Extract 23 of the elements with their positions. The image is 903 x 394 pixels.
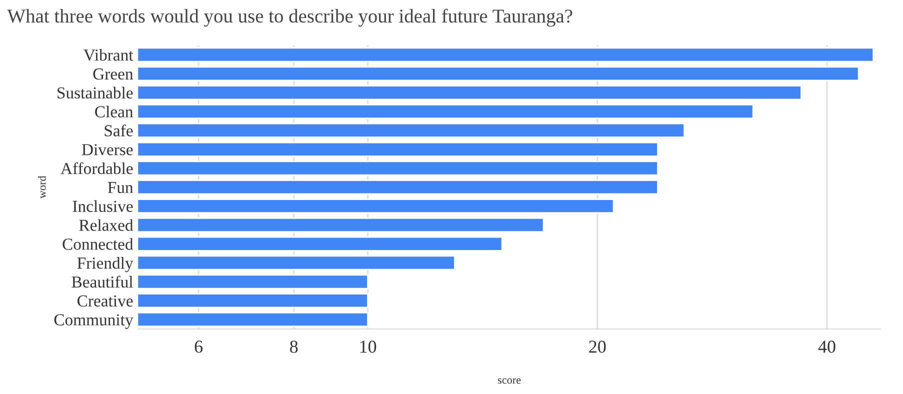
y-tick-label: Safe xyxy=(104,124,133,136)
y-tick-label: Relaxed xyxy=(79,219,134,231)
x-tick-label: 10 xyxy=(360,340,376,353)
y-tick-label: Beautiful xyxy=(72,276,133,288)
y-tick-label: Clean xyxy=(95,106,134,118)
y-tick-label: Community xyxy=(54,314,134,329)
y-tick-label: Diverse xyxy=(82,144,133,156)
x-tick-label: 6 xyxy=(194,340,203,353)
y-tick-label: Friendly xyxy=(77,257,134,272)
y-tick-label: Green xyxy=(93,68,134,80)
y-tick-label: Fun xyxy=(108,182,134,194)
chart-title: What three words would you use to describe your ideal future Tauranga? xyxy=(7,8,572,27)
x-tick-label: 20 xyxy=(589,340,606,353)
y-tick-label: Creative xyxy=(78,295,133,307)
x-axis-title: score xyxy=(498,378,521,384)
x-tick-label: 8 xyxy=(290,340,298,353)
y-axis-title: word xyxy=(38,176,46,199)
y-tick-label: Connected xyxy=(62,238,134,250)
y-tick-label: Affordable xyxy=(60,162,133,174)
y-tick-label: Sustainable xyxy=(58,86,133,99)
y-tick-label: Inclusive xyxy=(72,200,133,212)
y-tick-label: Vibrant xyxy=(84,48,134,61)
x-tick-label: 40 xyxy=(818,340,836,353)
